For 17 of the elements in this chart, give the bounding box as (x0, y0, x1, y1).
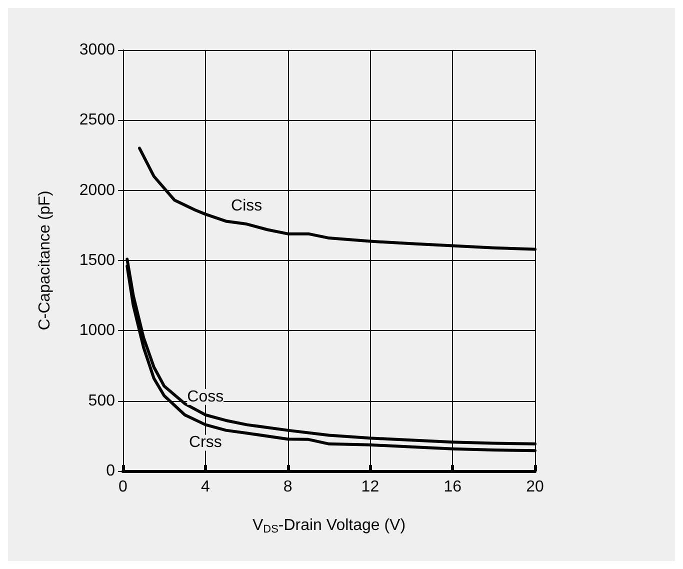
y-tick-label: 2500 (79, 112, 116, 129)
x-tick-label: 0 (118, 478, 128, 496)
y-tick-label: 2000 (79, 182, 116, 199)
y-tick-label: 500 (88, 392, 116, 410)
x-tick-label: 4 (200, 478, 210, 496)
x-tick-label: 20 (526, 478, 544, 496)
y-tick-label: 1000 (79, 322, 116, 340)
x-tick-label: 12 (361, 478, 380, 496)
series-label: Coss (187, 388, 224, 406)
x-tick-label: 16 (444, 478, 462, 496)
x-tick-label: 8 (283, 478, 292, 496)
y-tick-label: 0 (106, 462, 116, 480)
y-tick-label: 3000 (79, 42, 116, 58)
series-label: Ciss (231, 198, 262, 215)
series-label: Crss (188, 434, 222, 452)
y-axis-title: C-Capacitance (pF) (36, 190, 54, 330)
y-tick-label: 1500 (79, 252, 116, 269)
